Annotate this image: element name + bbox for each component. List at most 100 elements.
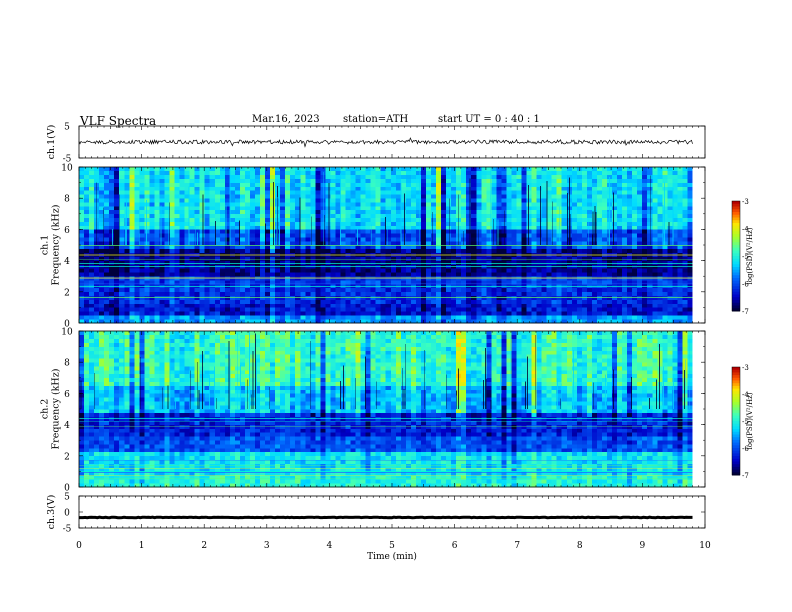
heatmap-cell [385, 186, 392, 191]
heatmap-cell [154, 245, 160, 250]
heatmap-cell [154, 209, 160, 215]
heatmap-cell [526, 315, 532, 320]
heatmap-cell [295, 233, 301, 238]
heatmap-cell [667, 182, 673, 187]
heatmap-cell [270, 225, 276, 230]
heatmap-cell [481, 178, 487, 183]
heatmap-cell [239, 319, 246, 324]
heatmap-cell [260, 319, 266, 324]
heatmap-cell [511, 248, 517, 254]
heatmap-cell [320, 284, 326, 289]
heatmap-cell [290, 233, 296, 238]
heatmap-cell [149, 307, 155, 312]
heatmap-cell [672, 272, 678, 277]
heatmap-cell [446, 268, 452, 273]
heatmap-cell [622, 311, 628, 316]
heatmap-cell [476, 167, 482, 172]
heatmap-cell [290, 198, 296, 203]
heatmap-cell [581, 221, 588, 226]
heatmap-cell [350, 217, 356, 222]
heatmap-cell [642, 198, 648, 203]
heatmap-cell [270, 245, 276, 250]
heatmap-cell [249, 319, 256, 324]
heatmap-cell [657, 206, 663, 211]
heatmap-cell [114, 221, 120, 226]
heatmap-cell [295, 303, 301, 308]
heatmap-cell [290, 291, 296, 296]
heatmap-cell [214, 303, 221, 308]
heatmap-cell [632, 284, 638, 289]
heatmap-cell [295, 272, 301, 277]
heatmap-cell [350, 248, 356, 254]
heatmap-cell [345, 315, 351, 320]
heatmap-cell [672, 182, 678, 187]
heatmap-cell [350, 287, 356, 293]
heatmap-cell [285, 209, 291, 215]
heatmap-cell [642, 299, 648, 304]
heatmap-cell [380, 303, 387, 308]
heatmap-cell [556, 280, 563, 285]
heatmap-cell [305, 206, 311, 211]
heatmap-cell [164, 194, 170, 199]
heatmap-cell [425, 291, 432, 296]
heatmap-cell [511, 319, 517, 324]
heatmap-cell [214, 209, 221, 215]
heatmap-cell [340, 167, 346, 172]
heatmap-cell [305, 299, 311, 304]
heatmap-cell [375, 194, 382, 199]
heatmap-cell [642, 256, 648, 261]
heatmap-cell [662, 178, 668, 183]
heatmap-cell [129, 256, 135, 261]
heatmap-cell [496, 245, 502, 250]
heatmap-cell [174, 303, 180, 308]
heatmap-cell [511, 315, 517, 320]
heatmap-cell [461, 209, 467, 215]
heatmap-cell [415, 194, 422, 199]
heatmap-cell [114, 256, 120, 261]
heatmap-cell [612, 291, 618, 296]
heatmap-cell [657, 233, 663, 238]
heatmap-cell [642, 245, 648, 250]
heatmap-cell [164, 315, 170, 320]
heatmap-cell [189, 245, 195, 250]
heatmap-cell [677, 245, 683, 250]
heatmap-cell [310, 241, 316, 246]
heatmap-cell [591, 209, 598, 215]
heatmap-cell [596, 170, 603, 176]
heatmap-cell [420, 319, 427, 324]
heatmap-cell [471, 256, 477, 261]
heatmap-cell [516, 280, 522, 285]
heatmap-cell [255, 237, 261, 242]
heatmap-cell [400, 315, 407, 320]
heatmap-cell [576, 307, 583, 312]
heatmap-cell [395, 233, 402, 238]
heatmap-cell [652, 167, 658, 172]
heatmap-cell [501, 245, 507, 250]
heatmap-cell [581, 299, 588, 304]
heatmap-cell [234, 213, 241, 218]
heatmap-cell [244, 198, 251, 203]
heatmap-cell [295, 202, 301, 207]
heatmap-cell [431, 229, 437, 234]
heatmap-cell [521, 284, 527, 289]
heatmap-cell [667, 213, 673, 218]
heatmap-cell [325, 245, 331, 250]
heatmap-cell [325, 209, 331, 215]
heatmap-cell [129, 284, 135, 289]
heatmap-cell [234, 319, 241, 324]
heatmap-cell [471, 213, 477, 218]
heatmap-cell [375, 299, 382, 304]
heatmap-cell [667, 237, 673, 242]
heatmap-cell [179, 260, 185, 265]
heatmap-cell [601, 233, 608, 238]
heatmap-cell [586, 209, 593, 215]
heatmap-cell [360, 213, 366, 218]
heatmap-cell [169, 206, 175, 211]
heatmap-cell [672, 241, 678, 246]
heatmap-cell [410, 229, 417, 234]
heatmap-cell [169, 307, 175, 312]
heatmap-cell [571, 299, 578, 304]
heatmap-cell [219, 311, 226, 316]
heatmap-cell [89, 291, 95, 296]
heatmap-cell [305, 241, 311, 246]
